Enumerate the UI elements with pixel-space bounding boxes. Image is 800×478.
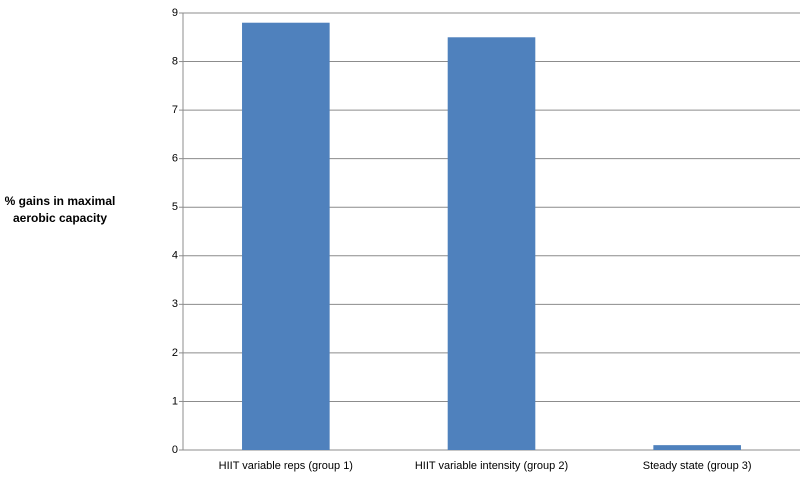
bar <box>447 37 536 451</box>
x-tick-label: HIIT variable intensity (group 2) <box>415 460 568 472</box>
x-tick-label: HIIT variable reps (group 1) <box>219 460 353 472</box>
y-tick-label: 9 <box>172 7 178 19</box>
y-tick-label: 1 <box>172 395 178 407</box>
y-tick-label: 0 <box>172 444 178 456</box>
y-tick-label: 4 <box>172 250 178 262</box>
y-tick-label: 8 <box>172 55 178 67</box>
bar <box>653 445 741 450</box>
y-tick-label: 7 <box>172 104 178 116</box>
bar <box>242 22 330 450</box>
x-tick-label: Steady state (group 3) <box>643 460 752 472</box>
y-tick-label: 3 <box>172 298 178 310</box>
y-tick-label: 5 <box>172 201 178 213</box>
y-axis-label: % gains in maximal aerobic capacity <box>4 194 116 225</box>
y-tick-label: 2 <box>172 347 178 359</box>
y-tick-label: 6 <box>172 153 178 165</box>
